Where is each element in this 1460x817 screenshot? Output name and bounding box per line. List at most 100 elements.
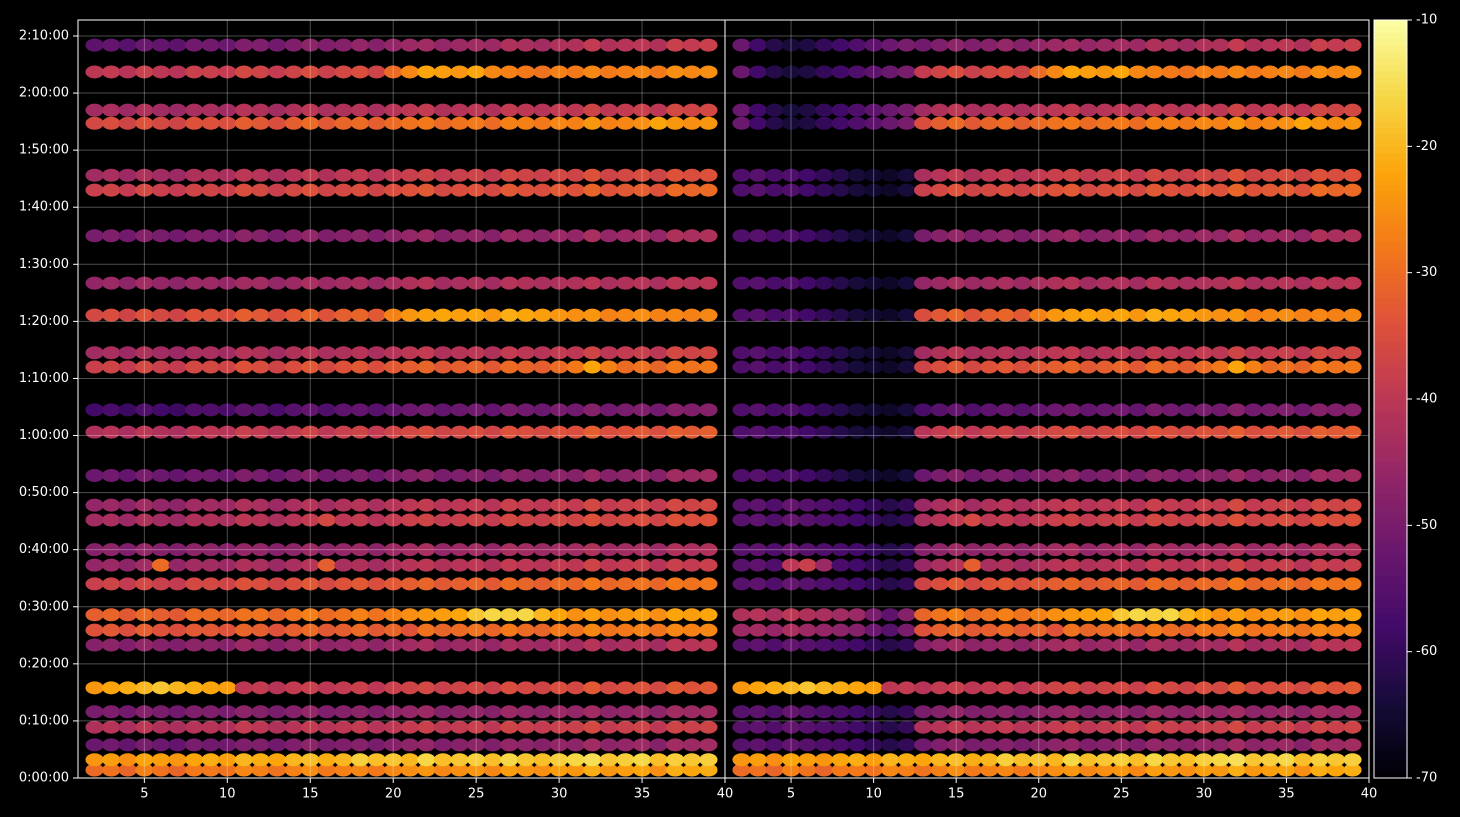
cell (897, 577, 916, 591)
cell (963, 558, 982, 572)
cell (1046, 720, 1065, 734)
cell (102, 738, 121, 752)
cell (1277, 738, 1296, 752)
cell (1260, 558, 1280, 572)
cell (897, 308, 916, 322)
cell (798, 183, 817, 197)
cell (881, 38, 900, 52)
cell (748, 608, 768, 622)
cell (301, 346, 320, 360)
cell (168, 763, 187, 777)
cell (151, 705, 171, 719)
cell (102, 623, 121, 637)
cell (433, 403, 453, 417)
cell (234, 638, 254, 652)
cell (897, 346, 916, 360)
cell (566, 705, 585, 719)
cell (1260, 308, 1280, 322)
cell (234, 498, 254, 512)
cell (450, 229, 469, 243)
cell (864, 38, 883, 52)
cell (781, 681, 801, 695)
cell (251, 513, 270, 527)
cell (765, 183, 784, 197)
cell (1178, 425, 1197, 439)
cell (450, 558, 469, 572)
cell (566, 558, 585, 572)
cell (1161, 763, 1180, 777)
cell (168, 360, 187, 374)
cell (1062, 543, 1081, 557)
cell (549, 65, 569, 79)
cell (599, 403, 618, 417)
cell (433, 705, 453, 719)
cell (1178, 608, 1197, 622)
cell (417, 403, 436, 417)
cell (284, 681, 303, 695)
cell (1326, 229, 1346, 243)
cell (1310, 577, 1329, 591)
cell (947, 638, 966, 652)
cell (500, 276, 519, 290)
colorbar-segment (1374, 676, 1407, 684)
cell (897, 229, 916, 243)
cell (234, 183, 254, 197)
cell (1062, 705, 1081, 719)
cell (1244, 498, 1263, 512)
cell (1095, 468, 1114, 482)
cell (251, 558, 270, 572)
cell (317, 308, 336, 322)
cell (1310, 608, 1329, 622)
colorbar-segment (1374, 209, 1407, 217)
cell (317, 425, 336, 439)
cell (168, 638, 187, 652)
cell (168, 705, 187, 719)
cell (566, 425, 585, 439)
cell (1128, 705, 1147, 719)
cell (1046, 65, 1065, 79)
cell (682, 623, 701, 637)
cell (433, 753, 453, 767)
cell (1062, 346, 1081, 360)
cell (549, 360, 569, 374)
cell (1244, 608, 1263, 622)
cell (549, 608, 569, 622)
cell (433, 103, 453, 117)
cell (1013, 116, 1032, 130)
cell (1013, 308, 1032, 322)
cell (649, 577, 668, 591)
cell (566, 168, 585, 182)
cell (350, 360, 370, 374)
cell (1260, 38, 1280, 52)
cell (284, 168, 303, 182)
cell (467, 738, 486, 752)
cell (881, 103, 900, 117)
cell (500, 425, 519, 439)
cell (1260, 763, 1280, 777)
cell (85, 116, 104, 130)
cell (1277, 763, 1296, 777)
cell (947, 543, 966, 557)
cell (566, 608, 585, 622)
cell (201, 558, 220, 572)
cell (234, 403, 254, 417)
cell (1161, 543, 1180, 557)
cell (1046, 425, 1065, 439)
cell (251, 705, 270, 719)
cell (583, 183, 602, 197)
cell (947, 738, 966, 752)
cell (666, 65, 685, 79)
cell (599, 638, 618, 652)
colorbar-segment (1374, 114, 1407, 122)
cell (350, 763, 370, 777)
cell (963, 276, 982, 290)
cell (583, 720, 602, 734)
cell (301, 623, 320, 637)
cell (1095, 183, 1114, 197)
cell (483, 513, 502, 527)
cell (1244, 558, 1263, 572)
y-tick-label: 0:30:00 (19, 599, 69, 614)
cell (1194, 705, 1213, 719)
cell (118, 183, 137, 197)
cell (666, 498, 685, 512)
